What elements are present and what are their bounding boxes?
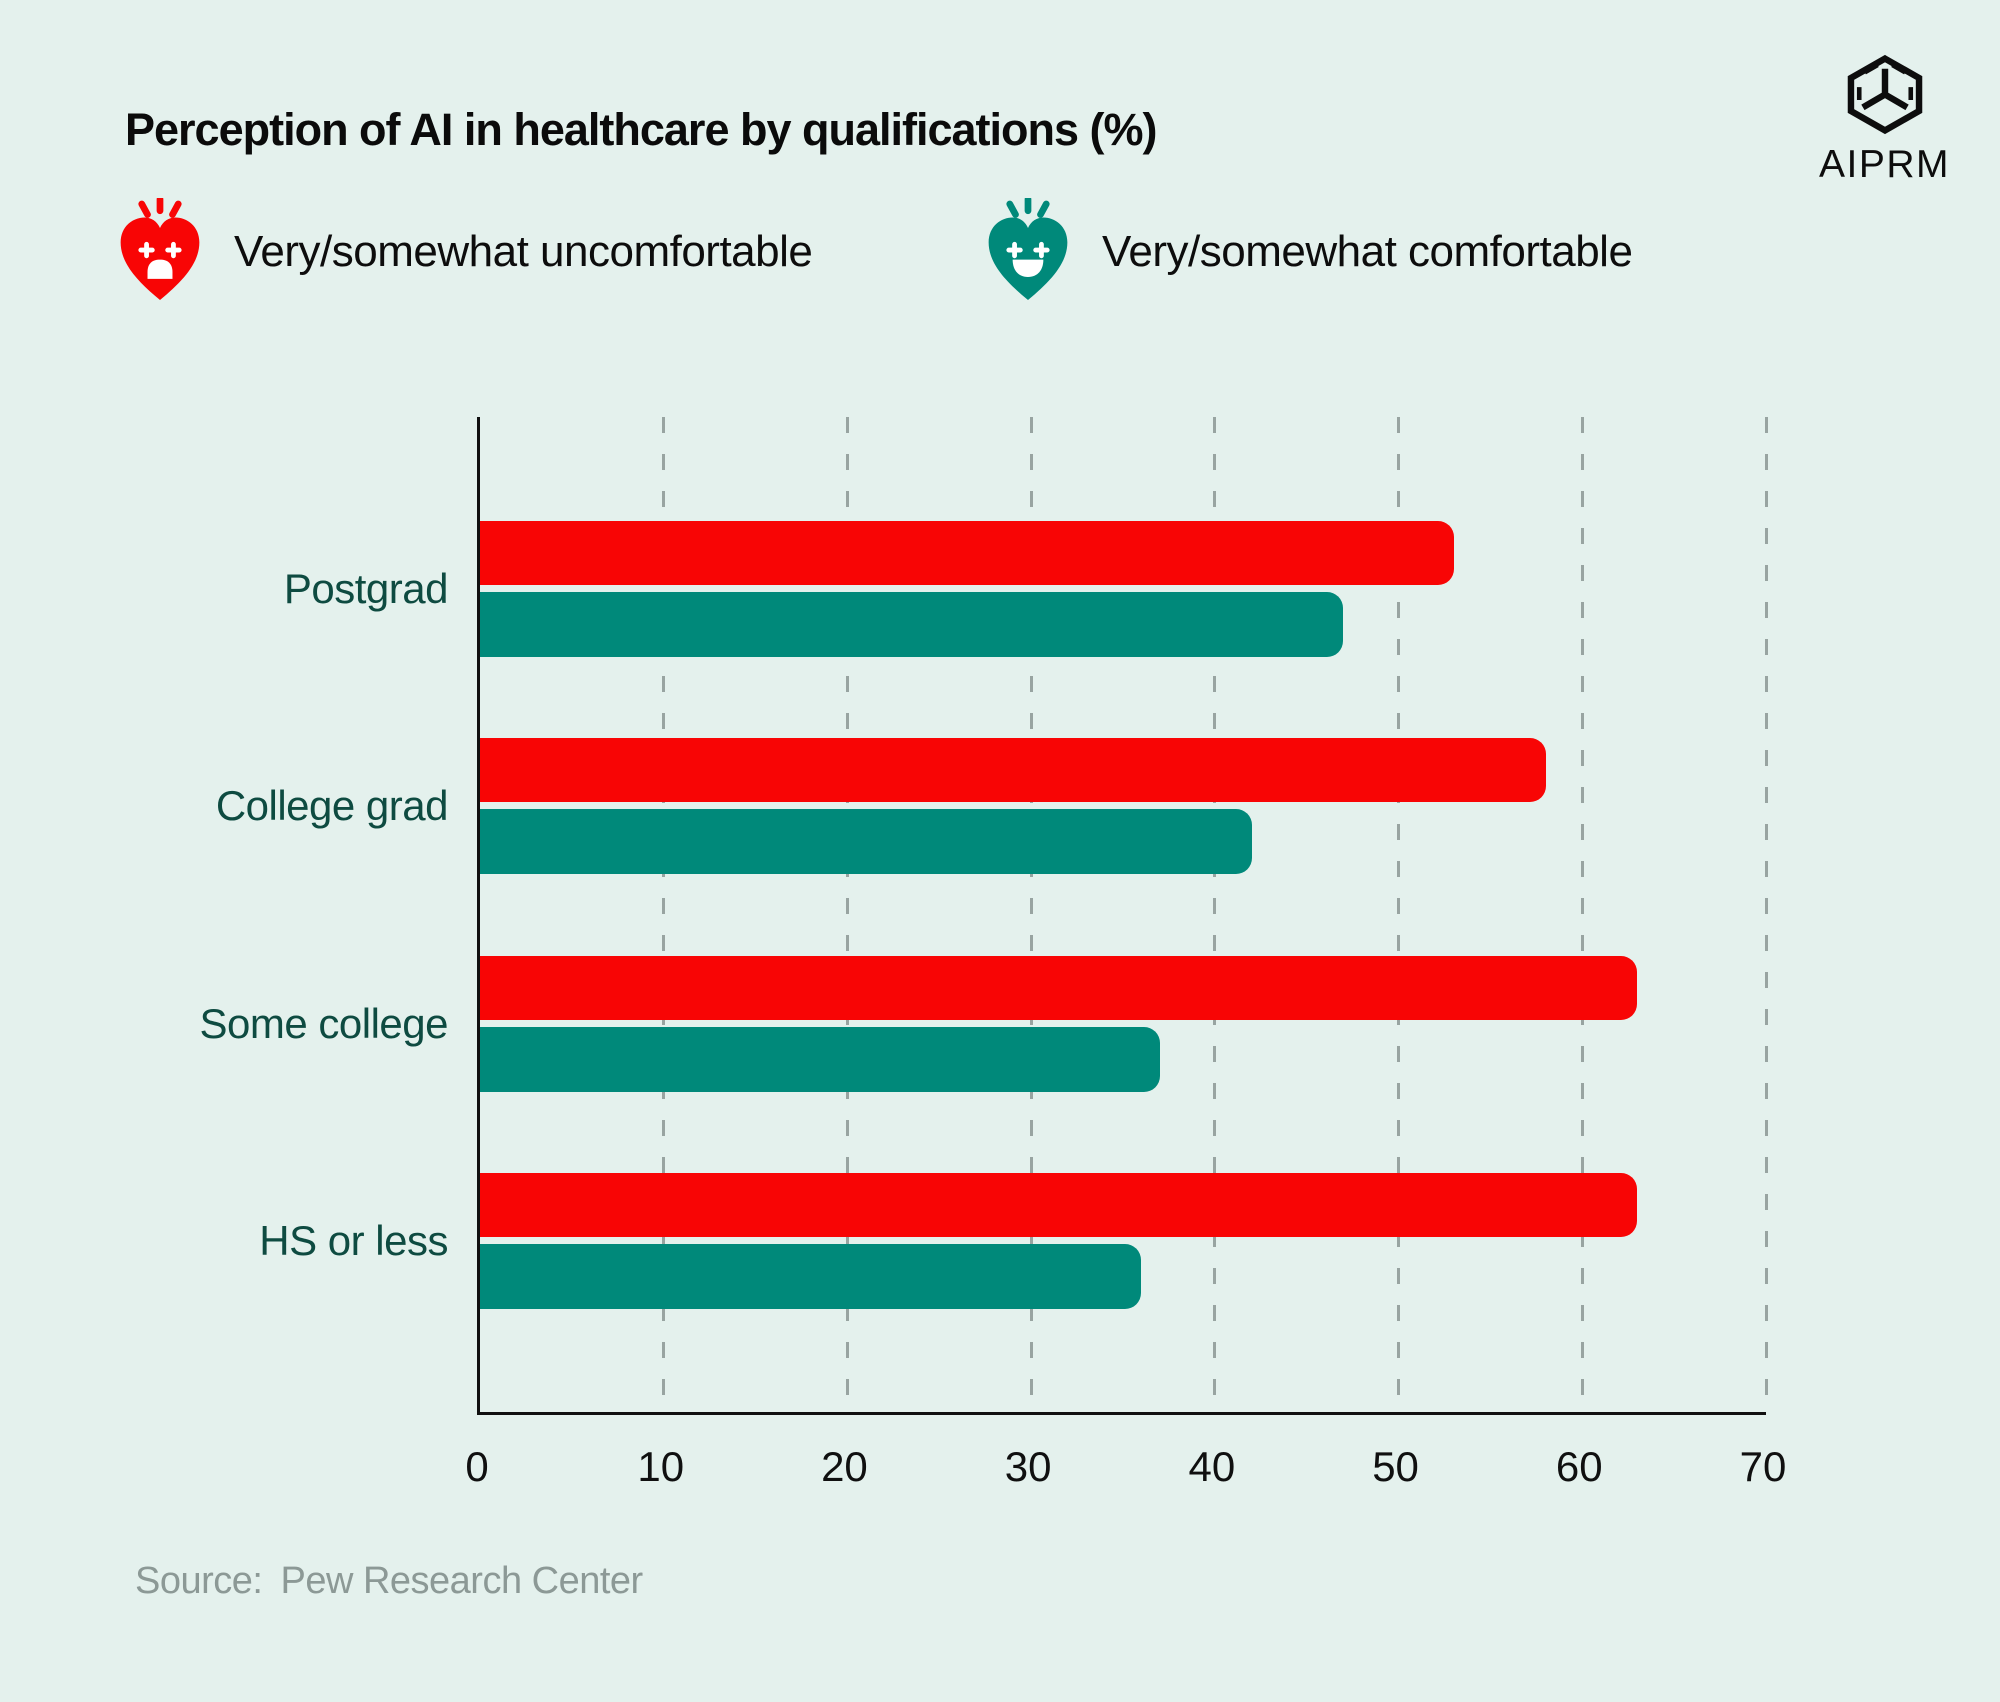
gridline-20 — [845, 417, 849, 1412]
legend-item: Very/somewhat uncomfortable — [112, 198, 813, 306]
x-tick-label-0: 0 — [465, 1443, 489, 1490]
gridline-70 — [1764, 417, 1768, 1412]
legend-item: Very/somewhat comfortable — [980, 198, 1633, 306]
x-tick-label-10: 10 — [637, 1443, 685, 1490]
category-label-college-grad: College grad — [215, 782, 449, 830]
x-tick-label-50: 50 — [1372, 1443, 1419, 1490]
bar-group-some-college: Some college — [200, 955, 1766, 1092]
x-axis-ticks: 0 10 20 30 40 50 60 70 — [465, 1443, 1786, 1493]
category-label-some-college: Some college — [199, 999, 449, 1047]
bar-group-postgrad: Postgrad — [284, 521, 1766, 657]
gridline-10 — [662, 417, 666, 1412]
bar-very-somewhat-uncomfortable-some-college — [480, 955, 1638, 1020]
x-tick-label-40: 40 — [1188, 1443, 1236, 1490]
bar-group-college-grad: College grad — [216, 738, 1766, 875]
chart-title: Perception of AI in healthcare by qualif… — [125, 104, 1158, 155]
bar-group-hs-or-less: HS or less — [259, 1172, 1766, 1309]
x-tick-label-30: 30 — [1004, 1443, 1052, 1490]
gridline-60 — [1580, 417, 1584, 1412]
x-tick-label-60: 60 — [1555, 1443, 1603, 1490]
bar-very-somewhat-uncomfortable-hs-or-less — [480, 1172, 1638, 1237]
aiprm-logo-icon — [1847, 54, 1922, 135]
bar-very-somewhat-comfortable-some-college — [480, 1026, 1160, 1092]
bar-very-somewhat-uncomfortable-postgrad — [480, 521, 1454, 585]
x-tick-label-20: 20 — [821, 1443, 868, 1490]
legend-label-uncomfortable: Very/somewhat uncomfortable — [234, 227, 813, 276]
bar-very-somewhat-uncomfortable-college-grad — [480, 738, 1546, 803]
x-tick-label-70: 70 — [1739, 1443, 1787, 1490]
source-line: Source: Pew Research Center — [135, 1560, 643, 1603]
aiprm-logo: AIPRM — [1812, 52, 1957, 187]
happy-heart-icon — [988, 198, 1068, 300]
plot-area: Postgrad College grad Some college HS or le… — [200, 417, 1768, 1415]
source-label: Source: — [135, 1560, 263, 1602]
gridline-30 — [1029, 417, 1033, 1412]
shocked-heart-icon — [120, 198, 200, 300]
category-label-hs-or-less: HS or less — [259, 1216, 448, 1264]
legend-label-comfortable: Very/somewhat comfortable — [1102, 227, 1633, 276]
bar-very-somewhat-comfortable-postgrad — [480, 592, 1344, 657]
bar-very-somewhat-comfortable-hs-or-less — [480, 1243, 1142, 1309]
gridline-40 — [1213, 417, 1217, 1412]
category-label-postgrad: Postgrad — [283, 565, 449, 612]
source-text: Pew Research Center — [280, 1560, 643, 1602]
aiprm-logo-text: AIPRM — [1818, 143, 1950, 186]
bar-very-somewhat-comfortable-college-grad — [480, 809, 1252, 875]
gridline-50 — [1397, 417, 1401, 1412]
